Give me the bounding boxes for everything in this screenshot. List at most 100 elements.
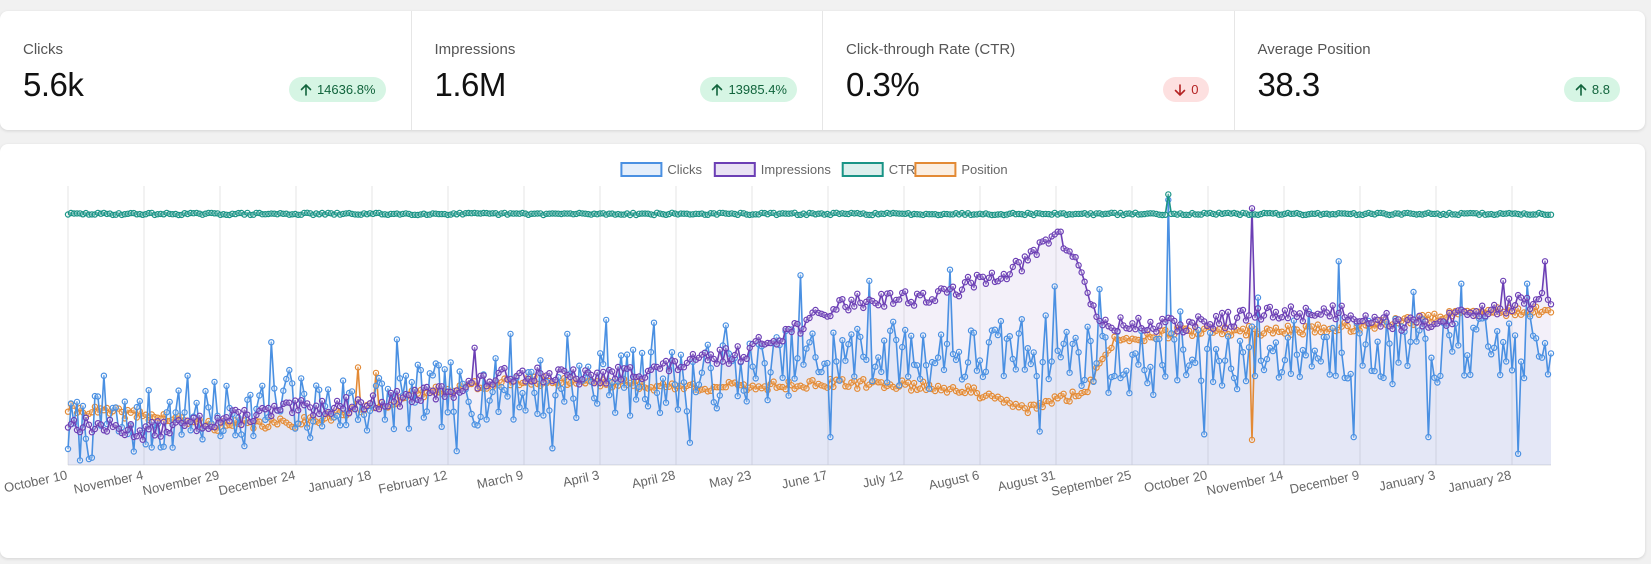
- data-point[interactable]: [247, 391, 254, 399]
- data-point[interactable]: [304, 424, 311, 431]
- data-point[interactable]: [1335, 258, 1342, 265]
- data-point[interactable]: [1389, 380, 1396, 388]
- data-point[interactable]: [274, 421, 281, 428]
- data-point[interactable]: [414, 361, 421, 368]
- data-point[interactable]: [519, 389, 526, 397]
- data-point[interactable]: [546, 407, 553, 414]
- data-point[interactable]: [1215, 325, 1223, 333]
- data-point[interactable]: [677, 351, 685, 358]
- data-point[interactable]: [1326, 371, 1333, 378]
- data-point[interactable]: [441, 393, 448, 400]
- data-point[interactable]: [423, 408, 430, 415]
- data-point[interactable]: [250, 417, 257, 425]
- data-point[interactable]: [1517, 358, 1525, 365]
- data-point[interactable]: [333, 397, 341, 405]
- data-point[interactable]: [130, 448, 137, 455]
- data-point[interactable]: [396, 403, 404, 410]
- data-point[interactable]: [1320, 324, 1328, 331]
- data-point[interactable]: [169, 444, 176, 451]
- data-point[interactable]: [1081, 278, 1088, 285]
- data-point[interactable]: [1012, 366, 1020, 373]
- data-point[interactable]: [1075, 349, 1082, 356]
- data-point[interactable]: [940, 384, 948, 392]
- data-point[interactable]: [1060, 390, 1067, 397]
- data-point[interactable]: [707, 364, 715, 372]
- data-point[interactable]: [910, 379, 918, 387]
- data-point[interactable]: [662, 357, 670, 365]
- data-point[interactable]: [597, 350, 604, 357]
- data-point[interactable]: [1395, 359, 1402, 366]
- data-point[interactable]: [313, 382, 320, 389]
- data-point[interactable]: [1218, 330, 1226, 338]
- stat-impressions[interactable]: Impressions 1.6M 13985.4%: [412, 11, 823, 130]
- data-point[interactable]: [531, 377, 538, 384]
- data-point[interactable]: [1416, 312, 1423, 319]
- data-point[interactable]: [1296, 310, 1304, 317]
- data-point[interactable]: [558, 385, 565, 392]
- data-point[interactable]: [417, 366, 424, 374]
- data-point[interactable]: [707, 351, 715, 358]
- data-point[interactable]: [286, 399, 293, 406]
- data-point[interactable]: [1048, 358, 1055, 365]
- data-point[interactable]: [468, 379, 475, 386]
- data-point[interactable]: [1368, 319, 1375, 326]
- data-point[interactable]: [1371, 367, 1378, 375]
- data-point[interactable]: [1254, 305, 1262, 312]
- data-point[interactable]: [1027, 360, 1035, 368]
- data-point[interactable]: [145, 386, 152, 394]
- data-point[interactable]: [1197, 377, 1205, 384]
- data-point[interactable]: [1272, 339, 1280, 346]
- data-point[interactable]: [1266, 303, 1274, 311]
- data-point[interactable]: [863, 356, 870, 363]
- series-impressions[interactable]: [64, 205, 1555, 443]
- data-point[interactable]: [985, 339, 993, 346]
- data-point[interactable]: [1162, 373, 1169, 380]
- data-point[interactable]: [546, 369, 553, 377]
- data-point[interactable]: [67, 421, 75, 428]
- data-point[interactable]: [1162, 211, 1169, 219]
- data-point[interactable]: [1332, 372, 1339, 379]
- data-point[interactable]: [211, 424, 218, 431]
- data-point[interactable]: [1299, 317, 1307, 325]
- data-point[interactable]: [988, 269, 996, 277]
- data-point[interactable]: [1132, 350, 1139, 357]
- data-point[interactable]: [899, 343, 906, 351]
- data-point[interactable]: [1347, 370, 1354, 378]
- data-point[interactable]: [887, 289, 894, 297]
- data-point[interactable]: [881, 337, 888, 344]
- data-point[interactable]: [537, 357, 544, 364]
- data-point[interactable]: [166, 430, 173, 437]
- data-point[interactable]: [1159, 361, 1166, 369]
- data-point[interactable]: [510, 416, 517, 423]
- data-point[interactable]: [641, 395, 649, 403]
- data-point[interactable]: [1281, 356, 1289, 364]
- data-point[interactable]: [1212, 345, 1220, 353]
- data-point[interactable]: [1015, 258, 1023, 266]
- data-point[interactable]: [665, 367, 673, 375]
- data-point[interactable]: [184, 372, 191, 379]
- data-point[interactable]: [307, 404, 314, 411]
- data-point[interactable]: [680, 379, 688, 386]
- data-point[interactable]: [683, 408, 691, 415]
- data-point[interactable]: [1422, 335, 1429, 342]
- data-point[interactable]: [1230, 374, 1238, 382]
- data-point[interactable]: [979, 373, 987, 381]
- data-point[interactable]: [1066, 398, 1073, 405]
- data-point[interactable]: [967, 389, 975, 396]
- data-point[interactable]: [369, 392, 377, 399]
- data-point[interactable]: [115, 425, 123, 432]
- data-point[interactable]: [187, 427, 194, 434]
- data-point[interactable]: [970, 384, 978, 391]
- data-point[interactable]: [1144, 379, 1151, 387]
- data-point[interactable]: [860, 304, 867, 312]
- data-point[interactable]: [854, 290, 861, 297]
- data-point[interactable]: [1179, 346, 1187, 353]
- data-point[interactable]: [504, 393, 511, 400]
- data-point[interactable]: [172, 409, 179, 416]
- data-point[interactable]: [244, 396, 251, 403]
- data-point[interactable]: [671, 381, 679, 388]
- data-point[interactable]: [193, 427, 200, 435]
- data-point[interactable]: [934, 354, 942, 361]
- data-point[interactable]: [148, 418, 155, 426]
- data-point[interactable]: [301, 390, 308, 398]
